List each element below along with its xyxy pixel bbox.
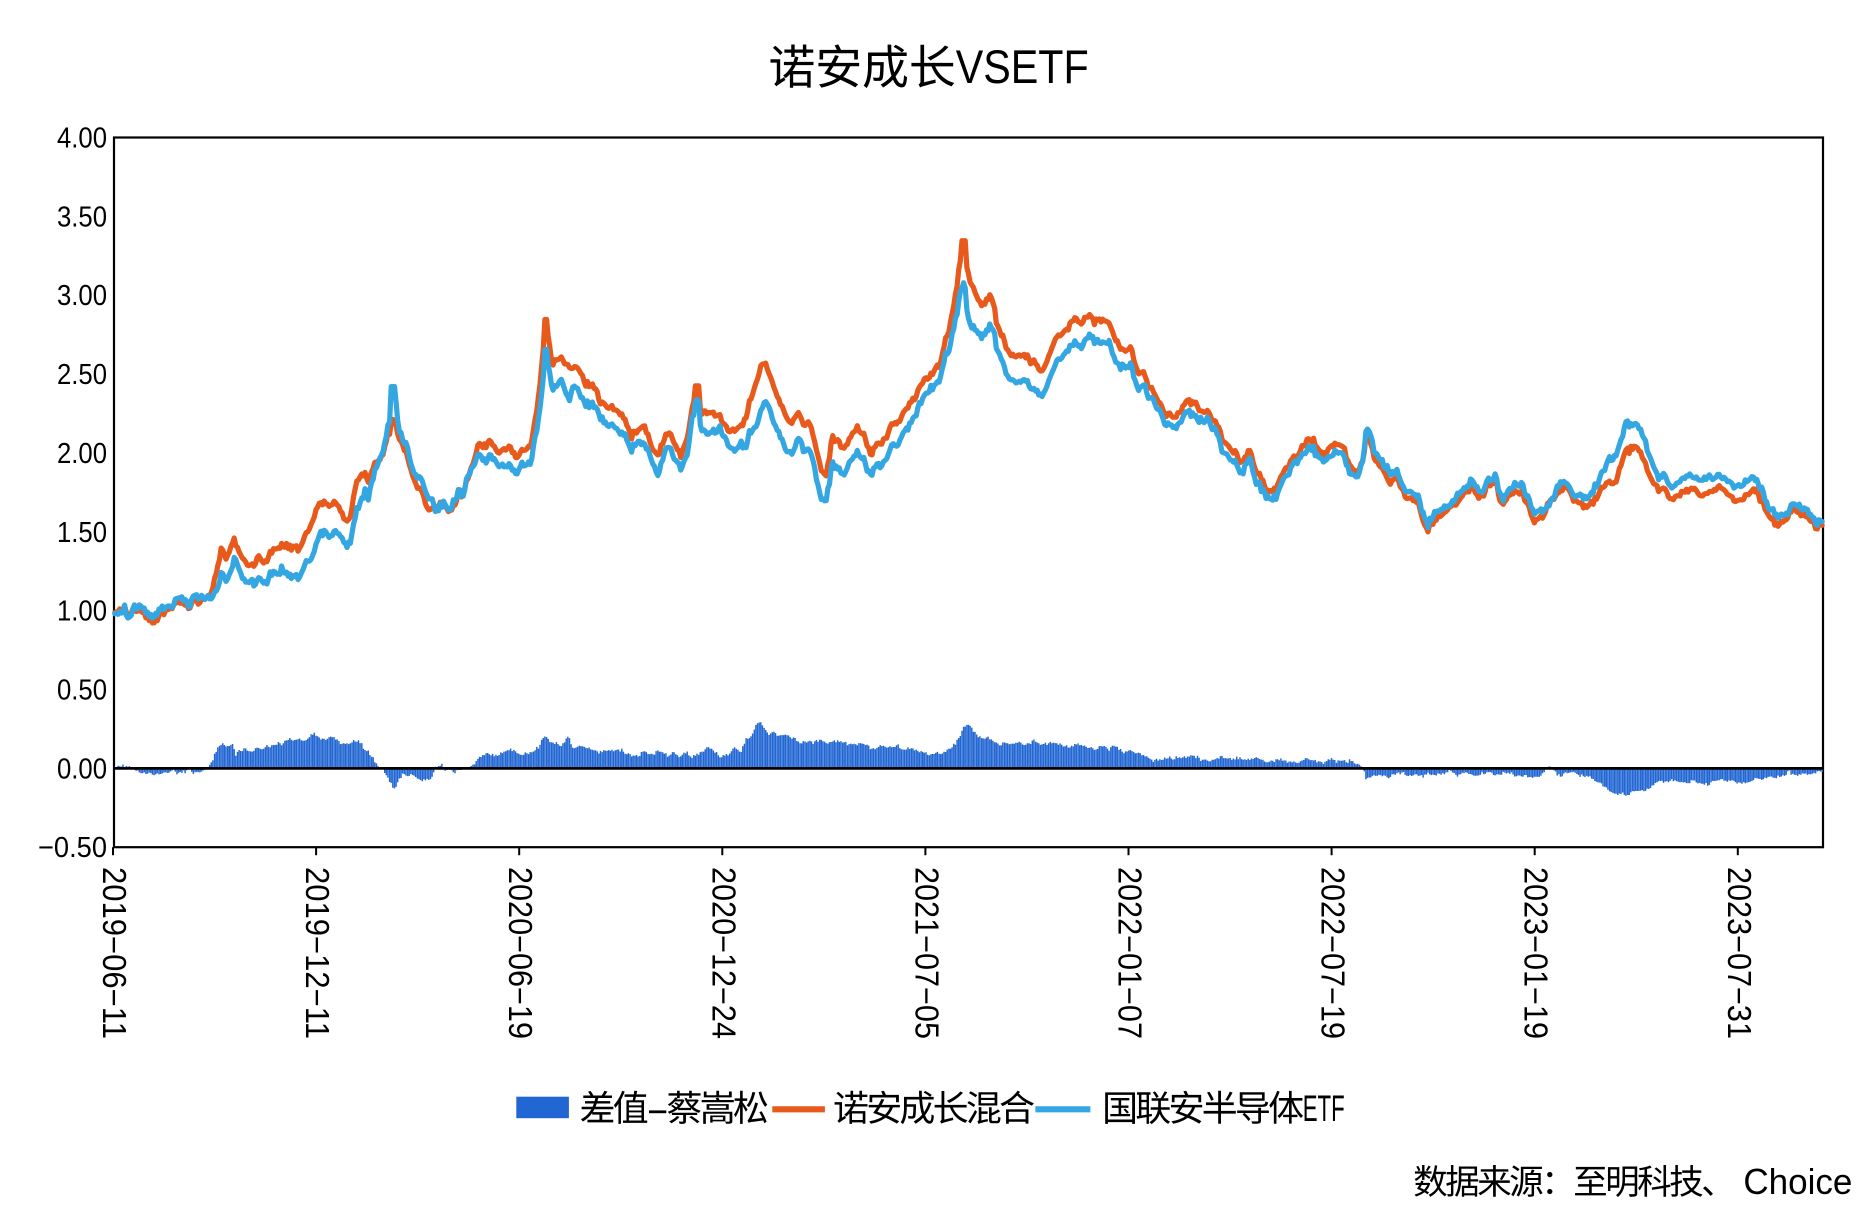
svg-text:VSETF: VSETF	[956, 40, 1089, 93]
svg-text:2022−07−19: 2022−07−19	[1315, 867, 1352, 1039]
svg-text:2019−12−11: 2019−12−11	[299, 867, 336, 1039]
svg-text:2022−01−07: 2022−01−07	[1112, 867, 1149, 1039]
svg-text:ETF: ETF	[1303, 1088, 1345, 1129]
svg-text:4.00: 4.00	[57, 123, 107, 155]
svg-text:2020−12−24: 2020−12−24	[705, 867, 742, 1039]
svg-text:0.50: 0.50	[57, 675, 107, 707]
svg-text:2.50: 2.50	[57, 359, 107, 391]
svg-text:2023−01−19: 2023−01−19	[1518, 867, 1555, 1039]
svg-text:3.00: 3.00	[57, 280, 107, 312]
svg-text:0.00: 0.00	[57, 753, 107, 785]
svg-text:2020−06−19: 2020−06−19	[502, 867, 539, 1039]
svg-text:−0.50: −0.50	[38, 832, 107, 864]
svg-text:2021−07−05: 2021−07−05	[908, 867, 945, 1039]
svg-text:1.50: 1.50	[57, 517, 107, 549]
svg-text:2023−07−31: 2023−07−31	[1721, 867, 1758, 1039]
svg-text:2019−06−11: 2019−06−11	[96, 867, 133, 1039]
svg-text:Choice: Choice	[1743, 1161, 1852, 1202]
svg-text:2.00: 2.00	[57, 438, 107, 470]
svg-text:3.50: 3.50	[57, 201, 107, 233]
svg-text:1.00: 1.00	[57, 596, 107, 628]
